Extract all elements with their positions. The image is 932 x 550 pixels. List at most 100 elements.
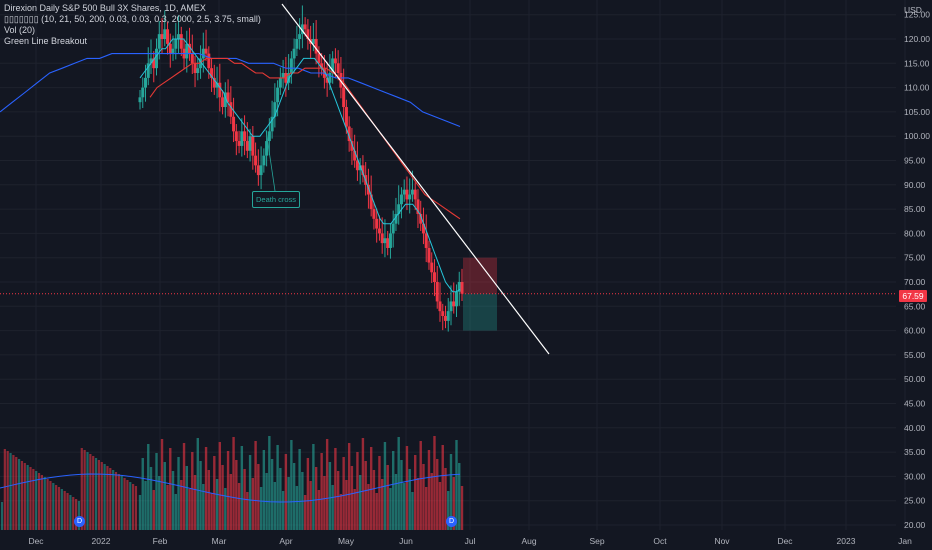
candle-body <box>314 39 318 54</box>
y-tick-label: 85.00 <box>904 204 926 214</box>
trendline <box>281 3 550 355</box>
indicator-line-1[interactable]: ▯▯▯▯▯▯▯ (10, 21, 50, 200, 0.03, 0.03, 0.… <box>4 14 261 24</box>
volume-bar <box>123 478 126 530</box>
volume-bar <box>364 461 367 530</box>
volume-bar <box>166 485 169 530</box>
x-tick-label: Dec <box>777 536 793 546</box>
volume-bar <box>141 458 144 530</box>
volume-bar <box>380 479 384 530</box>
candle-body <box>204 48 208 54</box>
indicator-line-2[interactable]: Vol (20) <box>4 25 36 35</box>
y-tick-label: 75.00 <box>904 253 926 263</box>
candle-body <box>306 29 310 39</box>
volume-bar <box>174 494 177 530</box>
volume-bar <box>334 448 337 530</box>
candle-body <box>350 141 354 151</box>
volume-ma-line <box>0 473 461 503</box>
candle-body <box>432 272 436 282</box>
candle-body <box>295 39 299 49</box>
volume-bar <box>254 441 257 530</box>
volume-bar <box>328 462 332 530</box>
volume-bar <box>347 443 351 530</box>
volume-bar <box>403 483 406 530</box>
dividend-marker-1[interactable]: D <box>74 516 85 527</box>
candle-body <box>311 39 315 44</box>
candle-body <box>190 53 194 64</box>
candle-body <box>454 291 458 307</box>
volume-bar <box>196 438 199 530</box>
volume-bar <box>422 464 425 530</box>
candle-body <box>424 233 428 248</box>
volume-bar <box>441 445 444 530</box>
candle-body <box>333 58 337 64</box>
candle-body <box>408 194 412 200</box>
death-cross-annotation[interactable]: Death cross <box>252 191 300 208</box>
volume-bar <box>356 452 359 530</box>
volume-bar <box>436 459 439 530</box>
x-tick-label: Nov <box>714 536 730 546</box>
volume-bar <box>147 444 150 530</box>
volume-bar <box>251 478 255 530</box>
volume-bar <box>155 453 158 530</box>
volume-bar <box>325 439 329 530</box>
candle-body <box>245 141 249 151</box>
volume-bar <box>66 493 69 530</box>
volume-bar <box>427 450 431 530</box>
chart-legend: Direxion Daily S&P 500 Bull 3X Shares, 1… <box>4 3 261 47</box>
candle-body <box>267 131 271 142</box>
volume-bar <box>342 457 345 530</box>
volume-bar <box>290 440 293 530</box>
candle-body <box>289 58 293 74</box>
candle-body <box>399 194 403 205</box>
volume-bar <box>18 459 21 530</box>
volume-bar <box>169 448 172 530</box>
volume-bar <box>138 495 142 530</box>
annotation-pointer <box>265 129 276 192</box>
volume-bar <box>158 476 161 530</box>
symbol-title[interactable]: Direxion Daily S&P 500 Bull 3X Shares, 1… <box>4 3 206 13</box>
candle-body <box>177 34 181 39</box>
volume-bar <box>353 489 356 530</box>
candle-body <box>212 77 216 88</box>
candle-body <box>336 63 340 74</box>
y-tick-label: 30.00 <box>904 471 926 481</box>
volume-bar <box>235 460 238 530</box>
last-price-tag: 67.59 <box>899 290 927 302</box>
volume-bar <box>29 467 32 530</box>
currency-label[interactable]: USD <box>904 5 922 15</box>
candle-body <box>443 316 447 321</box>
volume-bar <box>284 454 288 530</box>
y-tick-label: 80.00 <box>904 228 926 238</box>
candle-body <box>174 39 178 49</box>
candle-body <box>163 29 167 39</box>
candle-body <box>144 77 148 88</box>
x-tick-label: Aug <box>521 536 536 546</box>
volume-bar <box>350 466 354 530</box>
volume-bar <box>12 455 15 530</box>
y-tick-label: 50.00 <box>904 374 926 384</box>
volume-bar <box>268 436 271 530</box>
volume-bar <box>452 477 455 530</box>
candle-body <box>386 238 390 248</box>
volume-bar <box>55 485 58 530</box>
volume-bar <box>257 464 260 530</box>
candle-body <box>457 282 461 292</box>
candle-body <box>372 209 376 219</box>
y-tick-label: 45.00 <box>904 399 926 409</box>
candle-body <box>344 107 348 127</box>
y-tick-label: 65.00 <box>904 301 926 311</box>
candle-body <box>284 73 288 83</box>
ma-short-line <box>139 38 461 293</box>
candle-body <box>234 131 238 142</box>
volume-bar <box>323 476 326 530</box>
candle-body <box>375 218 379 229</box>
dividend-marker-2[interactable]: D <box>446 516 457 527</box>
volume-bar <box>188 489 191 530</box>
volume-bar <box>425 487 428 530</box>
volume-bar <box>191 452 194 530</box>
volume-bar <box>94 458 98 530</box>
volume-bar <box>163 462 166 530</box>
indicator-line-3[interactable]: Green Line Breakout <box>4 36 88 46</box>
candle-body <box>141 87 145 98</box>
